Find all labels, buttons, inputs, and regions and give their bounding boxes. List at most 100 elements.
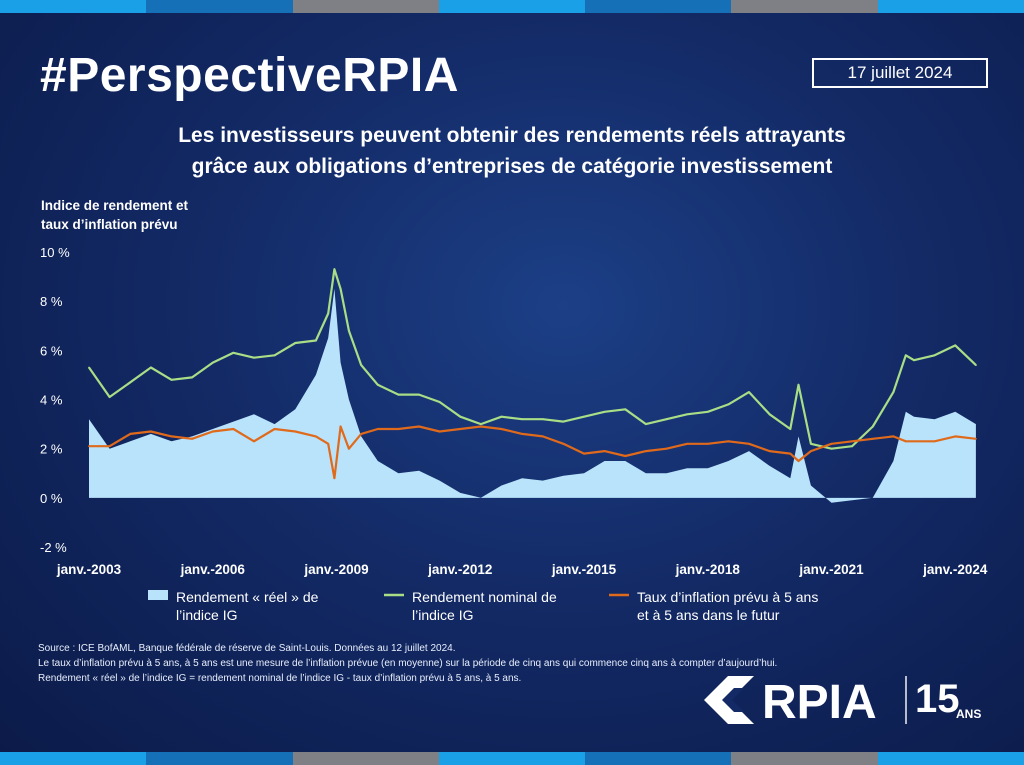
nominal-yield-point [339,288,342,290]
nominal-yield-point [727,403,730,406]
footnote-source: Source : ICE BofAML, Banque fédérale de … [38,643,456,654]
nominal-yield-point [360,364,363,366]
nominal-yield-point [88,366,90,369]
nominal-yield-point [108,396,111,398]
logo-divider [905,676,907,724]
inflation-point [500,428,503,430]
rpia-arrow-icon [704,676,754,724]
inflation-point [232,428,235,430]
inflation-point [150,430,152,433]
inflation-point [541,435,544,438]
nominal-yield-point [954,344,957,347]
nominal-yield-point [327,312,330,315]
x-tick-label: janv.-2021 [798,562,864,577]
logo-anniversary-number: 15 [915,677,960,721]
nominal-yield-point [333,268,336,271]
inflation-point [315,435,317,438]
y-tick-label: 10 % [40,245,70,260]
series-area-real-yield [89,288,976,503]
inflation-point [459,428,462,430]
footnote-formula: Rendement « réel » de l’indice IG = rend… [38,673,522,684]
inflation-point [933,440,936,443]
inflation-point [397,428,400,430]
source-footnotes: Source : ICE BofAML, Banque fédérale de … [38,641,777,686]
nominal-yield-point [521,418,523,421]
inflation-point [603,450,606,452]
top-color-bar [0,0,1024,13]
inflation-point [88,445,90,448]
inflation-point [253,440,255,443]
y-tick-label: -2 % [40,540,67,555]
nominal-yield-point [665,418,668,421]
x-tick-label: janv.-2003 [56,562,122,577]
nominal-yield-point [789,428,792,430]
inflation-point [583,452,585,455]
y-tick-label: 2 % [40,442,63,457]
nominal-yield-point [273,354,276,357]
nominal-yield-point [253,356,255,359]
inflation-point [339,425,342,428]
nominal-yield-point [129,381,132,384]
nominal-yield-point [348,329,350,332]
legend-label-real-yield-1: Rendement « réel » de [176,589,319,605]
inflation-point [913,440,915,443]
y-axis-label: Indice de rendement et taux d’inflation … [41,196,188,234]
legend-swatch-real-yield [148,590,168,600]
inflation-point [830,442,833,445]
y-tick-label: 0 % [40,491,63,506]
inflation-point [418,425,420,428]
inflation-point [211,430,214,433]
nominal-yield-point [624,408,627,411]
nominal-yield-point [748,391,750,393]
nominal-yield-point [830,447,833,450]
inflation-point [851,440,853,443]
logo-brand-text: RPIA [762,676,877,728]
legend-label-inflation-2: et à 5 ans dans le futur [637,607,780,623]
y-tick-label: 4 % [40,393,63,408]
x-tick-label: janv.-2018 [675,562,741,577]
y-axis-label-line-1: Indice de rendement et [41,198,189,213]
inflation-point [706,442,709,445]
nominal-yield-point [500,415,503,418]
legend-item-nominal-yield: Rendement nominal de l’indice IG [384,588,557,624]
inflation-point [810,450,812,452]
date-badge: 17 juillet 2024 [812,58,988,88]
legend-item-real-yield: Rendement « réel » de l’indice IG [148,588,318,624]
inflation-point [360,433,363,435]
x-tick-label: janv.-2012 [427,562,492,577]
legend-label-inflation-1: Taux d’inflation prévu à 5 ans [637,589,819,605]
hashtag-title: #PerspectiveRPIA [40,49,459,102]
footnote-definition: Le taux d’inflation prévu à 5 ans, à 5 a… [38,658,778,669]
inflation-point [480,425,482,428]
inflation-point [768,450,771,452]
nominal-yield-point [975,364,977,366]
y-axis-label-line-2: taux d’inflation prévu [41,217,178,232]
nominal-yield-point [541,418,544,421]
inflation-point [975,437,977,440]
nominal-yield-point [480,423,482,425]
y-tick-label: 6 % [40,343,63,358]
nominal-yield-point [438,401,441,403]
bottom-color-bar [0,752,1024,765]
inflation-point [191,437,194,440]
inflation-point [797,460,800,462]
nominal-yield-point [170,378,173,381]
x-tick-label: janv.-2024 [922,562,988,577]
nominal-yield-point [851,445,853,448]
subtitle-line-1: Les investisseurs peuvent obtenir des re… [178,124,846,147]
nominal-yield-point [191,376,194,379]
legend-label-nominal-yield-1: Rendement nominal de [412,589,557,605]
nominal-yield-point [871,425,874,428]
inflation-point [348,447,350,450]
legend-label-real-yield-2: l’indice IG [176,607,238,623]
nominal-yield-point [706,410,709,413]
nominal-yield-point [232,351,235,354]
x-tick-label: janv.-2009 [303,562,368,577]
legend-swatch-nominal-yield [384,593,404,597]
x-tick-label: janv.-2015 [551,562,617,577]
inflation-point [904,440,907,443]
nominal-yield-point [315,339,317,342]
inflation-point [273,428,276,430]
nominal-yield-point [933,354,936,357]
